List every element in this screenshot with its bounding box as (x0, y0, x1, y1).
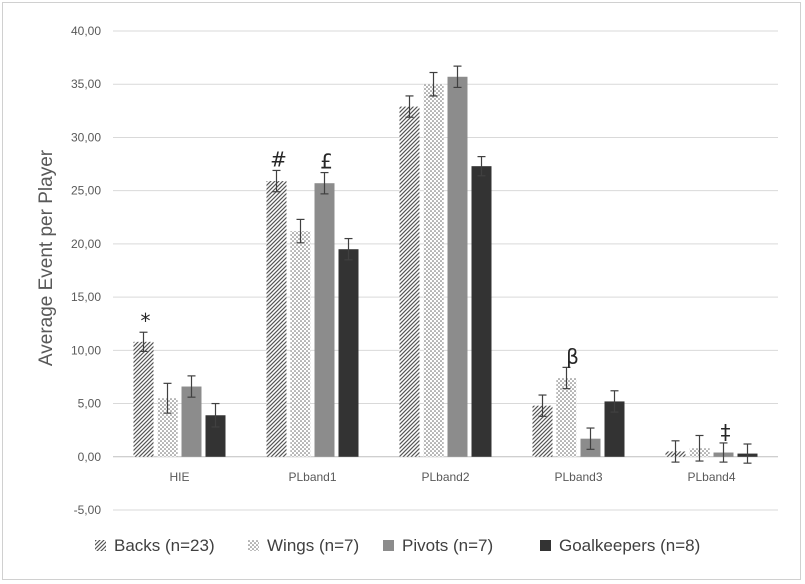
bar-backs (133, 341, 154, 457)
bar-wings (157, 398, 178, 457)
y-tick-label: -5,00 (74, 503, 102, 517)
legend-label: Backs (n=23) (114, 536, 215, 555)
y-tick-label: 20,00 (71, 237, 101, 251)
bar-wings (556, 378, 577, 457)
y-axis-label: Average Event per Player (36, 149, 57, 366)
bar-backs (399, 106, 420, 457)
bar-backs (266, 181, 287, 457)
bar-wings (290, 231, 311, 457)
legend-label: Pivots (n=7) (402, 536, 493, 555)
bar-pivots (447, 76, 468, 457)
significance-annotations: * # £ β ‡ (141, 147, 731, 443)
bar-wings (423, 84, 444, 457)
y-tick-label: 35,00 (71, 77, 101, 91)
legend-swatch (540, 540, 551, 551)
y-tick-label: 25,00 (71, 184, 101, 198)
legend-label: Wings (n=7) (267, 536, 359, 555)
y-tick-label: 5,00 (78, 397, 102, 411)
y-tick-label: 15,00 (71, 290, 101, 304)
bar-pivots (314, 183, 335, 457)
x-category-label: PLband1 (288, 470, 336, 484)
y-tick-label: 10,00 (71, 343, 101, 357)
y-tick-label: 30,00 (71, 130, 101, 144)
legend-swatch (383, 540, 394, 551)
annotation-mark: β (566, 344, 579, 368)
annotation-mark: * (141, 309, 151, 333)
legend-label: Goalkeepers (n=8) (559, 536, 700, 555)
bar-goalkeepers (604, 401, 625, 457)
legend-swatch (248, 540, 259, 551)
y-tick-label: 40,00 (71, 24, 101, 38)
bar-backs (532, 405, 553, 457)
x-category-label: PLband3 (554, 470, 602, 484)
error-bars (139, 65, 752, 464)
bar-goalkeepers (205, 415, 226, 457)
annotation-mark: ‡ (721, 420, 731, 444)
y-tick-label: 0,00 (78, 450, 102, 464)
x-axis-categories: HIE PLband1 PLband2 PLband3 PLband4 (169, 470, 735, 484)
x-category-label: PLband4 (687, 470, 735, 484)
y-axis-ticks: -5,00 0,00 5,00 10,00 15,00 20,00 25,00 30,00 35… (71, 24, 101, 517)
bar-goalkeepers (338, 249, 359, 457)
legend: Backs (n=23) Wings (n=7) Pivots (n=7) Goalk… (95, 536, 700, 555)
bars (133, 76, 758, 457)
bar-pivots (181, 386, 202, 457)
annotation-mark: £ (320, 150, 333, 174)
legend-swatch (95, 540, 106, 551)
x-category-label: PLband2 (421, 470, 469, 484)
bar-goalkeepers (471, 166, 492, 457)
x-category-label: HIE (169, 470, 189, 484)
annotation-mark: # (270, 147, 287, 171)
